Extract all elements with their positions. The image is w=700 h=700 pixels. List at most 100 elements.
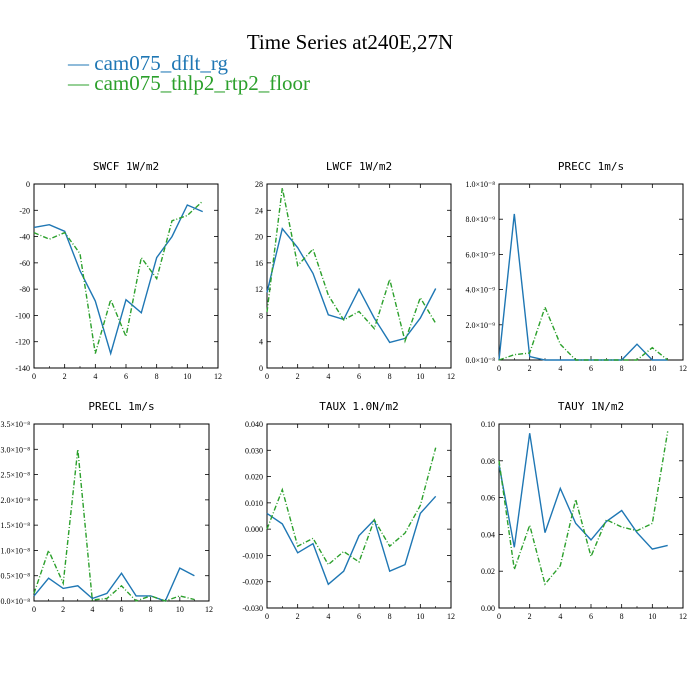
series-line-1 <box>498 213 668 361</box>
y-tick-label: 8 <box>259 311 263 320</box>
x-tick-label: 0 <box>497 364 501 373</box>
x-tick-label: 8 <box>155 372 159 381</box>
x-tick-label: 4 <box>558 612 562 621</box>
y-tick-label: 1.0×10⁻⁸ <box>0 546 30 555</box>
y-tick-label: 0.0×10⁻⁸ <box>0 597 30 606</box>
y-tick-label: 0.010 <box>245 499 263 508</box>
series-line-1 <box>498 433 668 550</box>
y-tick-label: 0.5×10⁻⁸ <box>0 572 30 581</box>
series-line-1 <box>266 495 437 586</box>
y-tick-label: 1.5×10⁻⁸ <box>0 521 30 530</box>
x-tick-label: 4 <box>558 364 562 373</box>
y-tick-label: 0.000 <box>245 525 263 534</box>
x-tick-label: 4 <box>326 612 330 621</box>
y-tick-label: 2.0×10⁻⁸ <box>0 496 30 505</box>
series-line-2 <box>498 431 669 586</box>
x-tick-label: 2 <box>296 612 300 621</box>
x-tick-label: 2 <box>528 612 532 621</box>
y-tick-label: 0.04 <box>481 530 495 539</box>
x-tick-label: 0 <box>32 605 36 614</box>
x-tick-label: 10 <box>416 612 424 621</box>
x-tick-label: 10 <box>176 605 184 614</box>
y-tick-label: -60 <box>19 259 30 268</box>
y-tick-label: 12 <box>255 285 263 294</box>
x-tick-label: 8 <box>388 612 392 621</box>
y-tick-label: 6.0×10⁻⁹ <box>465 250 495 259</box>
y-tick-label: -140 <box>15 364 30 373</box>
legend-entry-thlp2: — cam075_thlp2_rtp2_floor <box>68 71 311 95</box>
y-tick-label: 24 <box>255 206 263 215</box>
y-tick-label: -100 <box>15 311 30 320</box>
y-tick-label: 3.5×10⁻⁸ <box>0 420 30 429</box>
y-tick-label: 16 <box>255 259 263 268</box>
y-tick-label: 0.06 <box>481 494 495 503</box>
x-tick-label: 0 <box>497 612 501 621</box>
y-tick-label: 8.0×10⁻⁹ <box>465 215 495 224</box>
x-tick-label: 6 <box>589 612 593 621</box>
panel-5: TAUX 1.0N/m2 0 2 4 6 8 10 12 0.040 0.030 0.020 0.01… <box>242 400 455 621</box>
x-tick-label: 4 <box>326 372 330 381</box>
x-tick-label: 8 <box>149 605 153 614</box>
plot-frame <box>33 183 219 369</box>
x-tick-label: 6 <box>124 372 128 381</box>
y-tick-label: 3.0×10⁻⁸ <box>0 445 30 454</box>
y-tick-label: 2.5×10⁻⁸ <box>0 471 30 480</box>
x-tick-label: 12 <box>679 612 687 621</box>
y-tick-label: 0.0×10⁻⁸ <box>465 356 495 365</box>
x-tick-label: 8 <box>388 372 392 381</box>
y-tick-label: 20 <box>255 233 263 242</box>
series-line-1 <box>33 204 203 357</box>
x-tick-label: 6 <box>357 372 361 381</box>
x-tick-label: 12 <box>214 372 222 381</box>
x-tick-label: 10 <box>648 612 656 621</box>
series-line-2 <box>266 187 437 344</box>
x-tick-label: 0 <box>265 372 269 381</box>
x-tick-label: 2 <box>61 605 65 614</box>
y-tick-label: -120 <box>15 338 30 347</box>
panel-4: PRECL 1m/s 0 2 4 6 8 10 12 0.0×10⁻⁸ 0.5×10⁻⁸ 1.0×1… <box>0 400 213 614</box>
y-tick-label: -80 <box>19 285 30 294</box>
y-tick-label: 0 <box>259 364 263 373</box>
x-tick-label: 8 <box>620 612 624 621</box>
x-tick-label: 10 <box>416 372 424 381</box>
y-tick-label: 0.08 <box>481 457 495 466</box>
series-line-2 <box>266 447 437 566</box>
x-tick-label: 4 <box>93 372 97 381</box>
x-tick-label: 4 <box>90 605 94 614</box>
x-tick-label: 6 <box>120 605 124 614</box>
series-line-2 <box>498 305 669 361</box>
panel-title: SWCF 1W/m2 <box>93 160 159 173</box>
y-tick-label: 1.0×10⁻⁸ <box>465 180 495 189</box>
x-tick-label: 12 <box>679 364 687 373</box>
panel-title: PRECC 1m/s <box>558 160 624 173</box>
panel-1: SWCF 1W/m2 0 2 4 6 8 10 12 0 -20 -40 -60 -80 -100 -120… <box>15 160 222 381</box>
panel-title: PRECL 1m/s <box>88 400 154 413</box>
x-tick-label: 12 <box>447 612 455 621</box>
plot-frame <box>266 183 452 369</box>
series-line-1 <box>33 567 195 602</box>
y-tick-label: 4 <box>259 338 263 347</box>
x-tick-label: 2 <box>63 372 67 381</box>
y-tick-label: -0.030 <box>242 604 263 613</box>
y-tick-label: 0.030 <box>245 446 263 455</box>
series-line-2 <box>33 449 195 602</box>
series-line-2 <box>33 200 204 354</box>
y-tick-label: -40 <box>19 233 30 242</box>
panel-title: TAUX 1.0N/m2 <box>319 400 398 413</box>
panel-6: TAUY 1N/m2 0 2 4 6 8 10 12 0.00 0.02 0.04 0.06 0.08 0… <box>481 400 687 621</box>
y-tick-label: 0.00 <box>481 604 495 613</box>
y-tick-label: 0.10 <box>481 420 495 429</box>
x-tick-label: 0 <box>32 372 36 381</box>
y-tick-label: -20 <box>19 206 30 215</box>
y-tick-label: -0.020 <box>242 578 263 587</box>
x-tick-label: 12 <box>447 372 455 381</box>
y-tick-label: 4.0×10⁻⁹ <box>465 286 495 295</box>
x-tick-label: 10 <box>183 372 191 381</box>
x-tick-label: 12 <box>205 605 213 614</box>
x-tick-label: 2 <box>296 372 300 381</box>
panel-3: PRECC 1m/s 0 2 4 6 8 10 12 0.0×10⁻⁸ 2.0×10⁻⁹ 4.0×1… <box>465 160 687 373</box>
y-tick-label: 0.02 <box>481 567 495 576</box>
series-line-1 <box>266 227 437 344</box>
y-tick-label: -0.010 <box>242 551 263 560</box>
